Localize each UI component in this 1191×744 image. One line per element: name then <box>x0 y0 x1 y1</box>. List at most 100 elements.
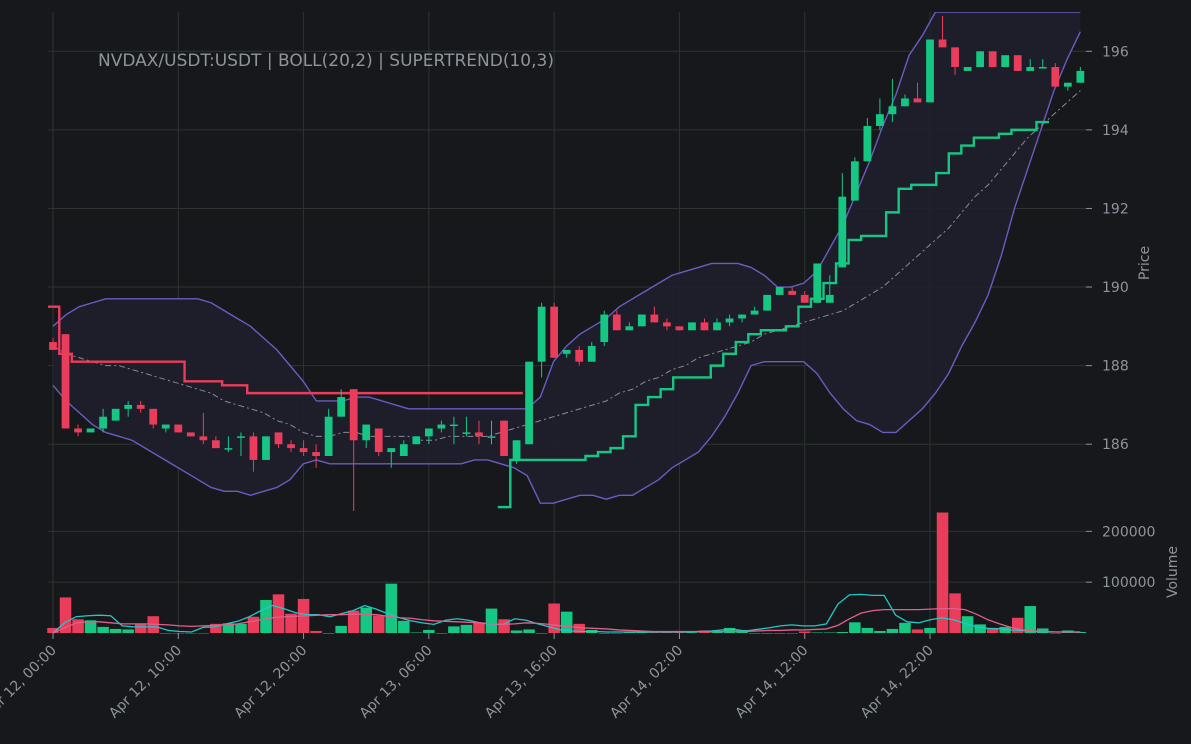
candle-body <box>99 416 107 429</box>
volume-bar <box>197 633 210 634</box>
volume-bar <box>72 619 84 633</box>
candle-body <box>913 98 922 103</box>
volume-bar <box>723 627 736 633</box>
candles <box>49 15 1085 511</box>
candle-body <box>825 294 834 303</box>
candle-body <box>587 345 596 362</box>
candle-body <box>863 125 872 162</box>
candle-body <box>74 428 82 433</box>
candle-body <box>1026 67 1035 71</box>
volume-bar <box>911 629 924 633</box>
candle-body <box>399 444 408 456</box>
volume-tick-label: 100000 <box>1102 575 1155 591</box>
volume-bar <box>974 624 986 633</box>
candle-body <box>437 424 446 429</box>
candle-body <box>186 432 195 437</box>
volume-bar <box>235 623 247 633</box>
volume-bar <box>122 629 134 633</box>
volume-bar <box>423 629 435 633</box>
candle-body <box>49 342 57 350</box>
candle-body <box>324 416 333 456</box>
candle-body <box>312 452 320 456</box>
price-tick-label: 188 <box>1102 359 1129 375</box>
volume-bar <box>260 599 272 633</box>
volume-bar <box>272 594 285 633</box>
candle-body <box>813 263 822 303</box>
volume-bar <box>748 633 761 634</box>
candle-body <box>901 98 909 107</box>
candle-body <box>775 287 784 295</box>
candle-body <box>876 114 884 126</box>
bollinger-upper-line <box>52 12 1081 410</box>
volume-bar <box>761 633 773 634</box>
supertrend-down-line <box>48 305 523 395</box>
volume-bar <box>410 632 423 633</box>
volume-bar <box>573 623 585 633</box>
bollinger-band-fill <box>53 12 1081 504</box>
price-tick-label: 196 <box>1102 44 1129 60</box>
candle-body <box>713 322 721 331</box>
price-tick-label: 186 <box>1102 437 1129 453</box>
supertrend <box>48 120 1050 509</box>
candle-body <box>86 428 95 433</box>
volume-bar <box>134 624 147 633</box>
volume-bar <box>849 622 861 633</box>
volume-bar <box>523 629 535 633</box>
candle-body <box>512 440 521 460</box>
volume-axis-title: Volume <box>1165 546 1181 598</box>
candle-body <box>1051 67 1060 87</box>
volume-bar <box>886 628 899 633</box>
candle-body <box>663 322 671 327</box>
candle-body <box>625 326 634 331</box>
candle-body <box>600 314 609 343</box>
candle-body <box>136 404 145 409</box>
candle-body <box>738 314 746 319</box>
candle-body <box>850 161 859 201</box>
volume-bar <box>222 623 235 633</box>
volume-bar <box>535 633 548 634</box>
candle-body <box>1013 55 1022 71</box>
candle-body <box>149 408 158 425</box>
candle-body <box>951 47 959 68</box>
candle-body <box>274 432 283 445</box>
volume-bar <box>385 583 398 633</box>
candle-body <box>237 436 245 438</box>
candle-body <box>199 436 208 441</box>
candle-body <box>111 408 120 421</box>
candle-body <box>412 436 421 445</box>
volume-bar <box>560 611 573 633</box>
volume-bar <box>372 615 385 633</box>
volume-bar <box>97 626 109 633</box>
candle-body <box>550 306 559 358</box>
candle-body <box>387 448 396 453</box>
volume-bar <box>347 610 360 633</box>
volume-bar <box>861 627 874 633</box>
volume-bar <box>936 512 949 633</box>
candle-body <box>926 39 934 103</box>
candle-body <box>450 424 458 427</box>
candle-body <box>287 444 295 449</box>
candle-body <box>124 404 133 409</box>
candle-body <box>963 67 972 71</box>
candle-body <box>462 432 471 434</box>
volume-bar <box>836 631 849 633</box>
volume-bar <box>949 593 961 633</box>
candle-body <box>537 306 546 362</box>
candle-body <box>500 420 508 456</box>
volume-bar <box>185 633 197 634</box>
candle-body <box>475 432 483 437</box>
volume-bar <box>548 603 560 633</box>
volume-bar <box>159 633 172 634</box>
volume-bar <box>1024 606 1036 633</box>
volume-bar <box>611 633 623 634</box>
candle-body <box>763 294 772 311</box>
volume-bar <box>986 627 999 633</box>
volume-bar <box>247 616 260 633</box>
candle-body <box>562 349 571 354</box>
volume-bar <box>485 608 498 633</box>
candle-body <box>174 424 183 433</box>
candle-body <box>650 314 659 323</box>
candle-body <box>161 424 170 429</box>
